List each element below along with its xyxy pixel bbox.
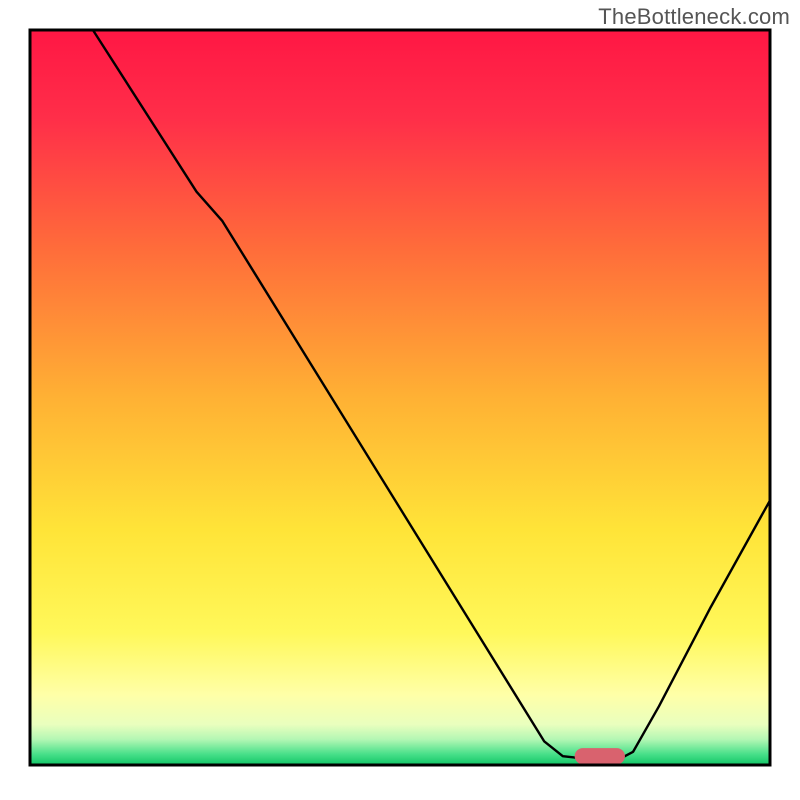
bottleneck-chart <box>0 0 800 800</box>
optimal-marker <box>575 748 625 764</box>
plot-background <box>30 30 770 765</box>
